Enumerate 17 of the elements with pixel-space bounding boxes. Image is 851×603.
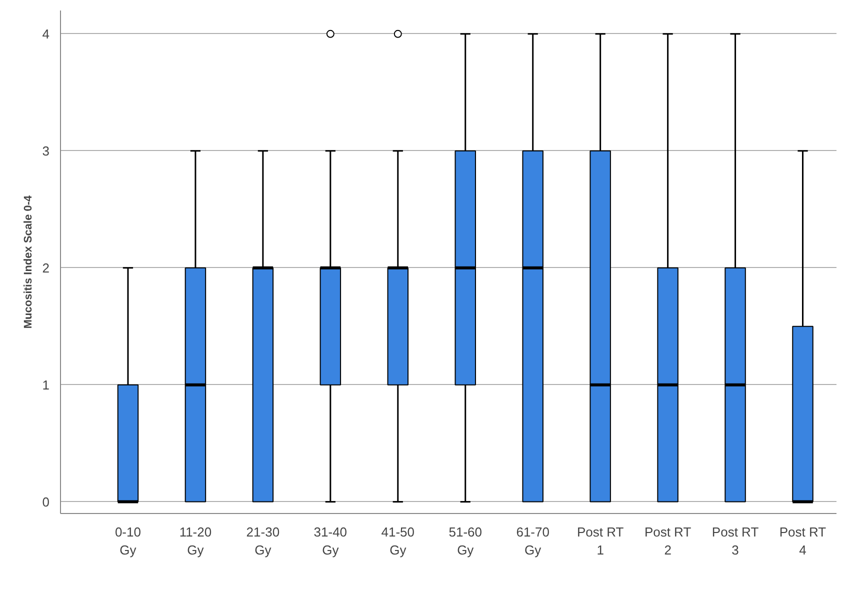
x-tick-label: 11-20 Gy xyxy=(179,524,212,558)
x-tick-label: Post RT 1 xyxy=(576,524,624,558)
x-tick-label: 41-50 Gy xyxy=(381,524,415,558)
y-tick-label: 0 xyxy=(42,494,50,510)
x-tick-label: Post RT 2 xyxy=(644,524,692,558)
x-tick-label: Post RT 4 xyxy=(779,524,826,558)
y-tick-label: 3 xyxy=(42,143,50,158)
x-tick-label: Post RT 3 xyxy=(712,524,759,558)
x-tick-label: 0-10 Gy xyxy=(114,524,141,558)
x-tick-label: 61-70 Gy xyxy=(516,524,550,558)
y-tick-label: 1 xyxy=(42,377,50,392)
y-tick-label: 4 xyxy=(42,26,50,42)
x-tick-label: 21-30 Gy xyxy=(246,524,280,558)
y-axis-title: Mucositis Index Scale 0-4 xyxy=(22,194,34,329)
y-tick-label: 2 xyxy=(42,260,50,276)
x-tick-label: 51-60 Gy xyxy=(448,524,482,558)
x-tick-label: 31-40 Gy xyxy=(314,524,348,558)
